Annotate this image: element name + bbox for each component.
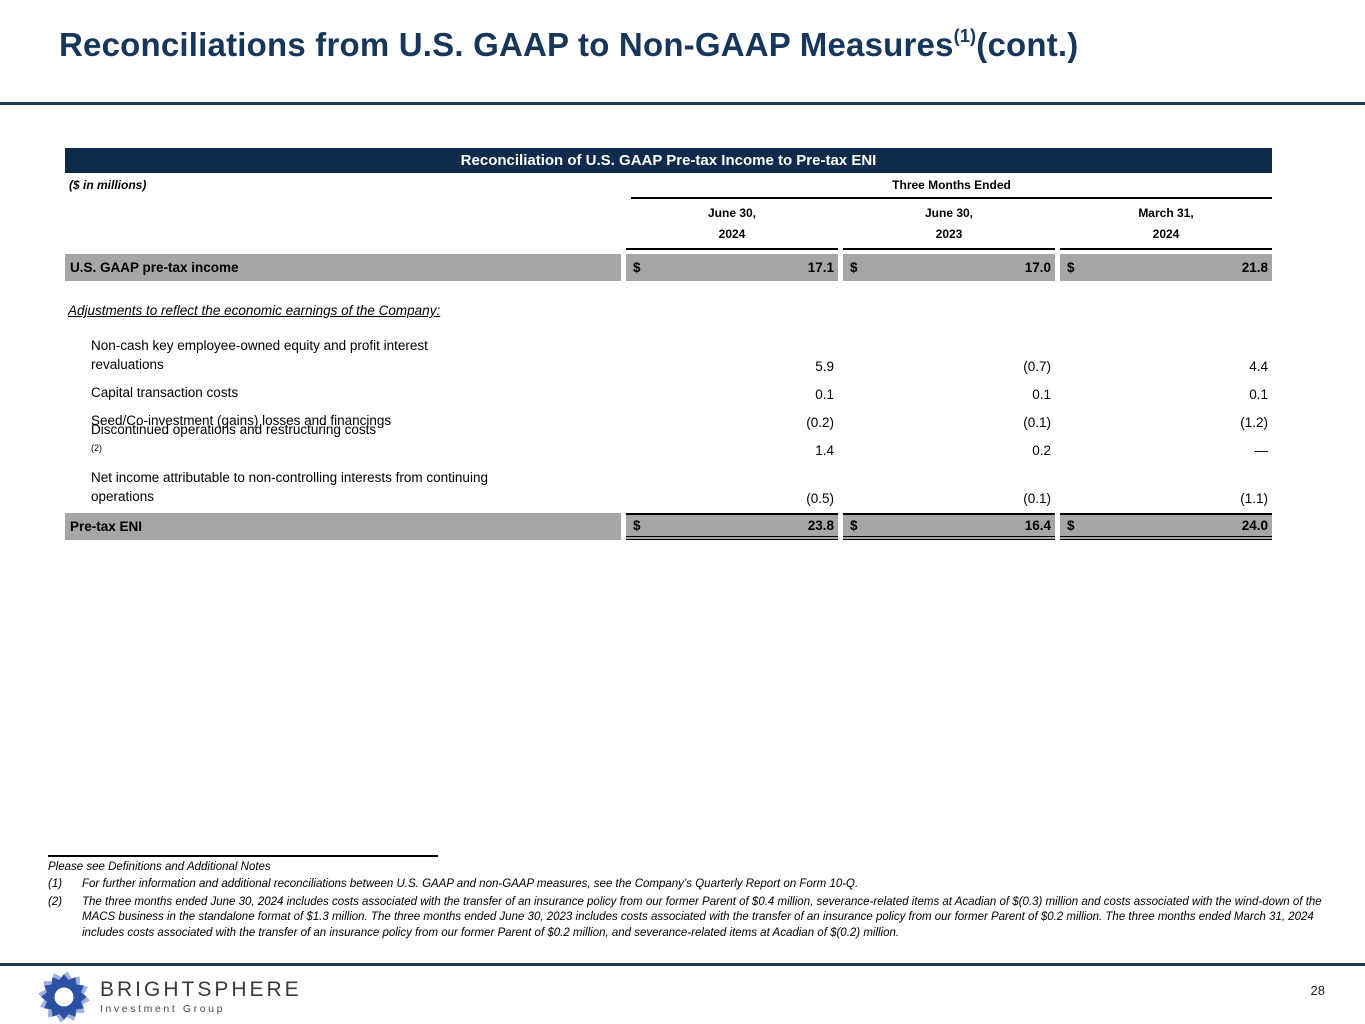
column-header-line1: June 30, [707, 206, 757, 220]
row-label-line1: Capital transaction costs [91, 385, 239, 400]
value-cell: $ 16.4 [843, 513, 1055, 540]
currency-symbol: $ [850, 260, 858, 275]
value: 17.1 [807, 260, 834, 275]
value-cell: (1.1) [1240, 491, 1268, 506]
reconciliation-table: Reconciliation of U.S. GAAP Pre-tax Inco… [65, 148, 1272, 540]
column-header-mar-2024: March 31, 2024 [1060, 201, 1272, 250]
company-logo: BRIGHTSPHERE Investment Group [38, 971, 302, 1023]
us-gaap-pretax-income-row: U.S. GAAP pre-tax income $ 17.1 $ 17.0 $… [65, 254, 1272, 281]
value: 21.8 [1241, 260, 1268, 275]
row-label: U.S. GAAP pre-tax income [65, 254, 621, 281]
value-cell: (1.2) [1240, 415, 1268, 430]
value-cell: (0.7) [1023, 359, 1051, 374]
row-label-line1: Seed/Co-investment (gains) losses and fi… [91, 413, 392, 428]
adjustment-row-noncash-revaluations: Non-cash key employee-owned equity and p… [65, 326, 1272, 378]
value-cell: 0.1 [1032, 387, 1051, 402]
value-cell: (0.5) [806, 491, 834, 506]
footnote-divider [48, 855, 438, 857]
brand-tagline: Investment Group [100, 1003, 226, 1015]
value: 16.4 [1024, 518, 1051, 533]
value: 17.0 [1024, 260, 1051, 275]
footnote-ref: (2) [91, 443, 102, 453]
value-cell: 5.9 [815, 359, 834, 374]
row-label-line2: operations [91, 489, 155, 504]
column-header-line2: 2024 [1152, 227, 1180, 241]
units-label: ($ in millions) [69, 178, 147, 192]
footnote-number: (2) [48, 895, 63, 908]
currency-symbol: $ [1067, 518, 1075, 533]
value-cell: (0.2) [806, 415, 834, 430]
row-label: Pre-tax ENI [65, 513, 621, 540]
value-cell: $ 21.8 [1060, 254, 1272, 281]
footer-divider [0, 963, 1365, 966]
value-cell: 4.4 [1249, 359, 1268, 374]
pretax-eni-row: Pre-tax ENI $ 23.8 $ 16.4 $ 24.0 [65, 513, 1272, 540]
footnotes-section: Please see Definitions and Additional No… [48, 855, 1343, 943]
currency-symbol: $ [850, 518, 858, 533]
footnote-1: (1) For further information and addition… [48, 877, 1343, 893]
value-cell: $ 17.0 [843, 254, 1055, 281]
value-cell: 0.1 [1249, 387, 1268, 402]
adjustments-section-label: Adjustments to reflect the economic earn… [68, 303, 441, 318]
page-title-main: Reconciliations from U.S. GAAP to Non-GA… [59, 26, 954, 63]
footnote-text: The three months ended June 30, 2024 inc… [82, 895, 1322, 939]
value-cell: $ 24.0 [1060, 513, 1272, 540]
value-cell: 1.4 [815, 443, 834, 458]
column-header-line2: 2023 [935, 227, 963, 241]
value-cell: (0.1) [1023, 491, 1051, 506]
value-cell: $ 17.1 [626, 254, 838, 281]
value-cell: 0.2 [1032, 443, 1051, 458]
value-cell: 0.1 [815, 387, 834, 402]
currency-symbol: $ [633, 518, 641, 533]
currency-symbol: $ [633, 260, 641, 275]
row-label-line2: revaluations [91, 357, 164, 372]
row-label-line1: Discontinued operations and restructurin… [91, 420, 621, 458]
period-header: Three Months Ended [631, 178, 1272, 199]
value: 23.8 [807, 518, 834, 533]
page-number: 28 [1310, 983, 1325, 998]
page-title-suffix: (cont.) [976, 26, 1079, 63]
row-label: Capital transaction costs [65, 383, 621, 406]
row-label: Net income attributable to non-controlli… [65, 468, 621, 510]
brand-name: BRIGHTSPHERE [100, 978, 302, 1001]
column-header-line2: 2024 [718, 227, 746, 241]
footnote-number: (1) [48, 878, 63, 890]
row-label-text: Discontinued operations and restructurin… [91, 422, 377, 437]
value: 24.0 [1241, 518, 1268, 533]
column-header-spacer [65, 201, 621, 250]
footnote-text: For further information and additional r… [82, 878, 859, 890]
table-title-bar: Reconciliation of U.S. GAAP Pre-tax Inco… [65, 148, 1272, 173]
table-meta-row: ($ in millions) Three Months Ended [65, 178, 1272, 199]
adjustment-row-discontinued-operations: Discontinued operations and restructurin… [65, 422, 1272, 462]
column-header-line1: June 30, [924, 206, 974, 220]
column-header-jun-2023: June 30, 2023 [843, 201, 1055, 250]
footnote-2: (2) The three months ended June 30, 2024… [48, 895, 1343, 942]
row-label: Non-cash key employee-owned equity and p… [65, 336, 621, 378]
adjustment-row-capital-transaction-costs: Capital transaction costs 0.1 0.1 0.1 [65, 378, 1272, 406]
row-label-line1: Net income attributable to non-controlli… [91, 470, 488, 485]
column-headers-row: June 30, 2024 June 30, 2023 March 31, 20… [65, 201, 1272, 250]
value-cell: $ 23.8 [626, 513, 838, 540]
column-header-jun-2024: June 30, 2024 [626, 201, 838, 250]
page-title: Reconciliations from U.S. GAAP to Non-GA… [59, 26, 1078, 64]
title-divider [0, 102, 1365, 105]
column-header-line1: March 31, [1138, 206, 1194, 220]
currency-symbol: $ [1067, 260, 1075, 275]
page-title-footnote-ref: (1) [953, 26, 977, 46]
adjustment-row-seed-coinvestment: Seed/Co-investment (gains) losses and fi… [65, 406, 1272, 434]
value-cell: (0.1) [1023, 415, 1051, 430]
row-label: Seed/Co-investment (gains) losses and fi… [65, 411, 621, 434]
footnote-intro: Please see Definitions and Additional No… [48, 861, 271, 873]
logo-text: BRIGHTSPHERE Investment Group [100, 978, 302, 1016]
value-cell: — [1254, 443, 1269, 458]
adjustment-row-nci-continuing-operations: Net income attributable to non-controlli… [65, 462, 1272, 510]
brightsphere-starburst-icon [38, 971, 90, 1023]
row-label: Discontinued operations and restructurin… [65, 420, 621, 462]
row-label-line1: Non-cash key employee-owned equity and p… [91, 338, 428, 353]
